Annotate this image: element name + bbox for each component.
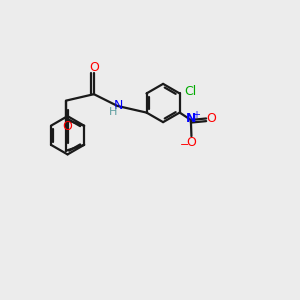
Text: O: O [89,61,99,74]
Text: H: H [109,107,118,117]
Text: Cl: Cl [185,85,197,98]
Text: O: O [62,120,72,133]
Text: N: N [186,112,197,125]
Text: N: N [113,99,123,112]
Text: O: O [206,112,216,125]
Text: O: O [187,136,196,148]
Text: +: + [192,110,200,120]
Text: −: − [180,140,190,150]
